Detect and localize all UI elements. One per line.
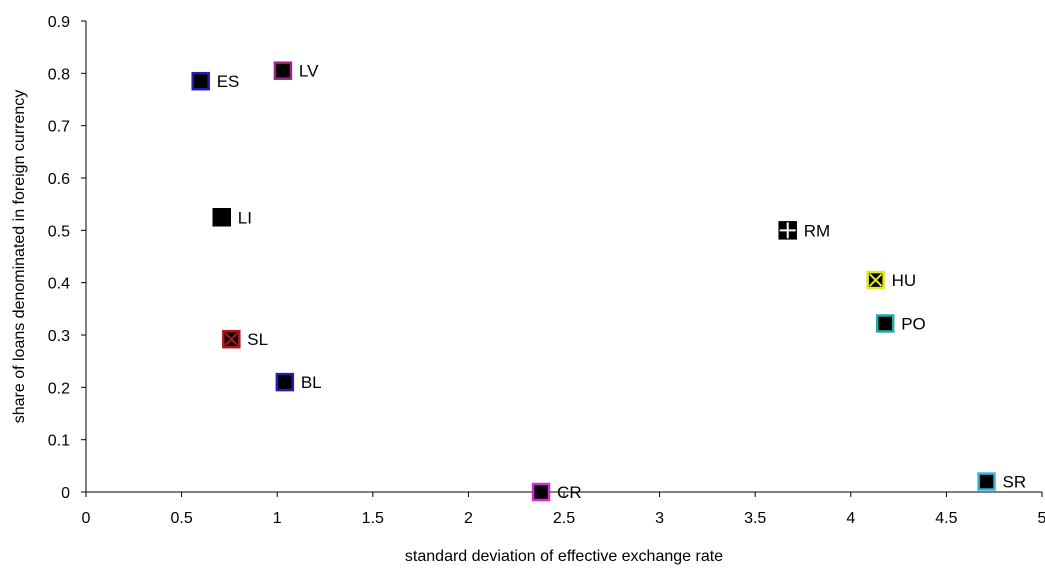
x-axis-ticks: 0 0.5 1 1.5 2 2.5 3 3.5 4 4.5 5 (82, 492, 1045, 527)
y-axis-ticks: 0 0.1 0.2 0.3 0.4 0.5 0.6 0.7 0.8 0.9 (48, 14, 86, 502)
y-tick-label: 0.4 (48, 276, 70, 293)
x-tick-label: 3 (655, 510, 664, 527)
x-tick-label: 1 (273, 510, 282, 527)
point-marker (273, 61, 293, 80)
y-tick-label: 0.3 (48, 328, 70, 345)
point-label: SL (247, 330, 268, 349)
x-tick-label: 0.5 (170, 510, 192, 527)
point-marker (275, 372, 295, 392)
y-tick-label: 0.2 (48, 380, 70, 397)
x-tick-label: 2.5 (553, 510, 575, 527)
point-marker-cross (868, 273, 883, 287)
point-label: RM (804, 221, 830, 240)
data-point-hu: HU (866, 270, 917, 290)
y-tick-label: 0.9 (48, 14, 70, 31)
axes (85, 21, 1042, 493)
y-tick-label: 0.7 (48, 119, 70, 136)
point-marker (191, 71, 210, 91)
point-marker (875, 314, 895, 333)
y-tick-label: 0.8 (48, 66, 70, 83)
data-points: ES LV LI SL BL CR RM HU PO SR (191, 61, 1027, 502)
y-tick-label: 0 (61, 485, 70, 502)
point-label: SR (1003, 473, 1027, 492)
point-label: BL (301, 373, 322, 392)
data-point-sl: SL (222, 329, 268, 349)
point-marker (212, 208, 232, 227)
data-point-lv: LV (273, 61, 319, 81)
point-label: CR (557, 483, 582, 502)
x-tick-label: 3.5 (744, 510, 766, 527)
point-label: HU (892, 271, 917, 290)
x-tick-label: 0 (82, 510, 91, 527)
data-point-rm: RM (778, 221, 830, 240)
point-marker (977, 472, 996, 491)
point-label: ES (217, 72, 240, 91)
y-tick-label: 0.6 (48, 171, 70, 188)
data-point-sr: SR (977, 472, 1027, 492)
point-label: PO (901, 314, 926, 333)
y-axis-title: share of loans denominated in foreign cu… (11, 90, 28, 424)
data-point-po: PO (875, 314, 926, 333)
point-marker (531, 482, 551, 502)
y-tick-label: 0.1 (48, 433, 70, 450)
data-point-cr: CR (531, 482, 582, 502)
x-tick-label: 4.5 (935, 510, 957, 527)
point-label: LV (299, 62, 319, 81)
data-point-es: ES (191, 71, 240, 91)
data-point-li: LI (212, 208, 252, 227)
y-tick-label: 0.5 (48, 223, 70, 240)
x-tick-label: 2 (464, 510, 473, 527)
x-tick-label: 1.5 (362, 510, 384, 527)
x-tick-label: 4 (846, 510, 855, 527)
x-tick-label: 5 (1038, 510, 1045, 527)
data-point-bl: BL (275, 372, 322, 392)
point-marker-cross (224, 332, 239, 346)
point-label: LI (238, 208, 252, 227)
x-axis-title: standard deviation of effective exchange… (405, 548, 723, 565)
